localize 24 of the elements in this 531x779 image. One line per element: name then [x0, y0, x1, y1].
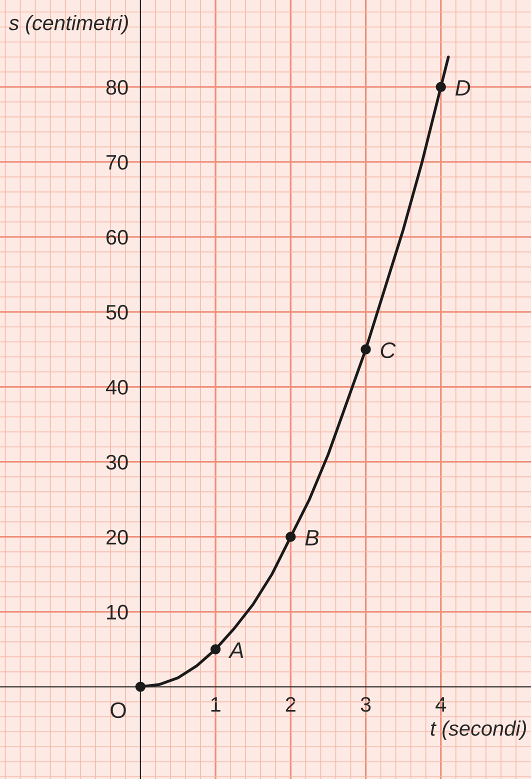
y-tick-label: 60 — [106, 230, 128, 245]
y-axis-title: s (centimetri) — [8, 14, 128, 34]
y-tick-label: 30 — [106, 454, 128, 470]
y-tick-label: 70 — [106, 154, 128, 170]
y-tick-label: 80 — [106, 80, 128, 95]
annotation: O — [110, 702, 126, 718]
x-tick-label: 4 — [436, 697, 446, 712]
y-tick-label: 50 — [106, 304, 128, 320]
point — [210, 644, 221, 654]
point — [135, 682, 146, 692]
annotation: D — [455, 80, 470, 96]
annotation: A — [228, 642, 244, 658]
x-tick-label: 3 — [360, 697, 371, 712]
annotation: B — [305, 530, 319, 546]
point — [286, 532, 296, 542]
y-tick-label: 40 — [106, 380, 128, 395]
point — [436, 82, 446, 92]
annotation: C — [380, 342, 396, 358]
y-tick-label: 10 — [107, 604, 128, 620]
x-axis-title: t (secondi) — [430, 720, 526, 740]
y-tick-label: 20 — [106, 530, 128, 545]
x-tick-label: 1 — [211, 697, 220, 712]
x-tick-label: 2 — [286, 697, 296, 712]
point — [360, 344, 371, 354]
